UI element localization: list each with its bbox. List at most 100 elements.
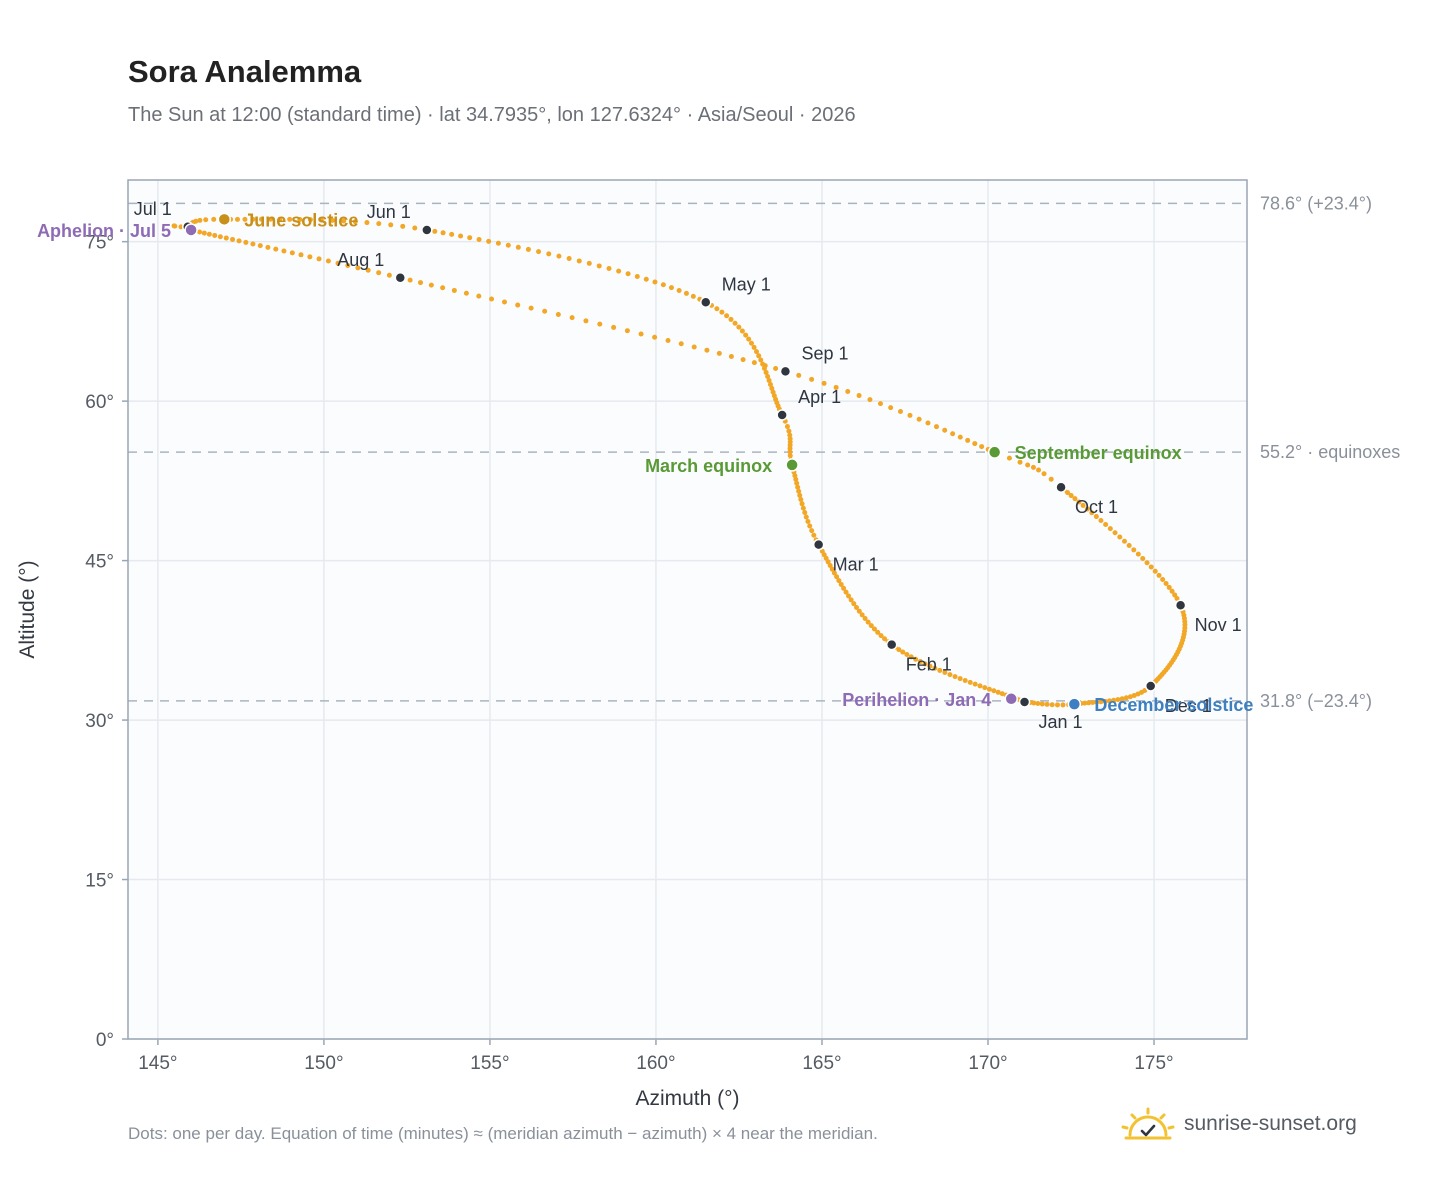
daily-dot xyxy=(965,437,971,443)
daily-dot xyxy=(643,276,649,282)
daily-dot xyxy=(1117,534,1123,540)
daily-dot xyxy=(846,593,852,599)
daily-dot xyxy=(206,231,212,237)
daily-dot xyxy=(1121,538,1127,544)
daily-dot xyxy=(223,235,229,241)
daily-dot xyxy=(787,453,793,459)
daily-dot xyxy=(1039,701,1045,707)
daily-dot xyxy=(690,293,696,299)
daily-dot xyxy=(267,216,273,222)
daily-dot xyxy=(746,336,752,342)
daily-dot xyxy=(489,296,495,302)
daily-dot xyxy=(525,246,531,252)
daily-dot xyxy=(1048,476,1054,482)
daily-dot xyxy=(1036,467,1042,473)
daily-dot xyxy=(809,376,815,382)
daily-dot xyxy=(1089,510,1095,516)
daily-dot xyxy=(250,216,256,222)
daily-dot xyxy=(668,285,674,291)
event-label: June solstice xyxy=(244,210,358,230)
daily-dot xyxy=(766,378,772,384)
daily-dot xyxy=(805,518,811,524)
daily-dot xyxy=(236,238,242,244)
x-tick-label: 145° xyxy=(138,1053,177,1074)
daily-dot xyxy=(364,220,370,226)
daily-dot xyxy=(856,393,862,399)
daily-dot xyxy=(800,505,806,511)
daily-dot xyxy=(833,384,839,390)
daily-dot xyxy=(875,629,881,635)
daily-dot xyxy=(848,597,854,603)
daily-dot xyxy=(440,285,446,291)
daily-dot xyxy=(803,514,809,520)
daily-dot xyxy=(877,401,883,407)
daily-dot xyxy=(418,280,424,286)
event-marker xyxy=(1004,692,1018,706)
daily-dot xyxy=(569,315,575,321)
daily-dot xyxy=(1111,697,1117,703)
daily-dot xyxy=(546,251,552,257)
y-axis-label: Altitude (°) xyxy=(16,560,39,658)
y-tick-label: 45° xyxy=(85,552,114,573)
daily-dot xyxy=(859,612,865,618)
daily-dot xyxy=(821,380,827,386)
daily-dot xyxy=(335,260,341,266)
daily-dot xyxy=(318,217,324,223)
daily-dot xyxy=(616,268,622,274)
daily-dot xyxy=(796,488,802,494)
daily-dot xyxy=(758,357,764,363)
daily-dot xyxy=(843,589,849,595)
daily-dot xyxy=(962,677,968,683)
daily-dot xyxy=(865,619,871,625)
x-tick-label: 170° xyxy=(968,1053,1007,1074)
brand[interactable]: sunrise-sunset.org xyxy=(1120,1104,1357,1144)
daily-dot xyxy=(1098,517,1104,523)
daily-dot xyxy=(1094,699,1100,705)
daily-dot xyxy=(691,344,697,350)
daily-dot xyxy=(769,385,775,391)
daily-dot xyxy=(345,263,351,269)
daily-dot xyxy=(634,273,640,279)
daily-dot xyxy=(739,328,745,334)
daily-dot xyxy=(728,353,734,359)
daily-dot xyxy=(388,222,394,228)
daily-dot xyxy=(1135,551,1141,557)
x-tick-label: 165° xyxy=(802,1053,841,1074)
daily-dot xyxy=(882,636,888,642)
y-tick-label: 30° xyxy=(85,711,114,732)
daily-dot xyxy=(773,366,779,372)
daily-dot xyxy=(1160,576,1166,582)
daily-dot xyxy=(566,256,572,262)
daily-dot xyxy=(376,221,382,227)
month-marker xyxy=(700,296,712,309)
daily-dot xyxy=(355,265,361,271)
daily-dot xyxy=(995,689,1001,695)
daily-dot xyxy=(197,229,203,235)
daily-dot xyxy=(458,233,464,239)
daily-dot xyxy=(683,290,689,296)
daily-dot xyxy=(862,616,868,622)
daily-dot xyxy=(1103,522,1109,528)
daily-dot xyxy=(341,218,347,224)
chart-subtitle: The Sun at 12:00 (standard time) · lat 3… xyxy=(128,104,856,126)
month-marker xyxy=(812,538,825,551)
daily-dot xyxy=(1082,700,1088,706)
month-marker xyxy=(779,365,792,378)
y-tick-label: 15° xyxy=(85,871,114,892)
daily-dot xyxy=(583,318,589,324)
daily-dot xyxy=(1072,496,1078,502)
daily-dot xyxy=(1163,580,1169,586)
x-tick-label: 150° xyxy=(304,1053,343,1074)
daily-dot xyxy=(937,667,943,673)
daily-dot xyxy=(1035,700,1041,706)
daily-dot xyxy=(596,263,602,269)
daily-dot xyxy=(871,626,877,632)
daily-dot xyxy=(845,389,851,395)
daily-dot xyxy=(1065,490,1071,496)
month-label: Apr 1 xyxy=(798,387,841,407)
footnote: Dots: one per day. Equation of time (min… xyxy=(128,1124,878,1143)
daily-dot xyxy=(868,623,874,629)
daily-dot xyxy=(811,532,817,538)
daily-dot xyxy=(716,350,722,356)
brand-name: sunrise-sunset.org xyxy=(1184,1112,1357,1135)
